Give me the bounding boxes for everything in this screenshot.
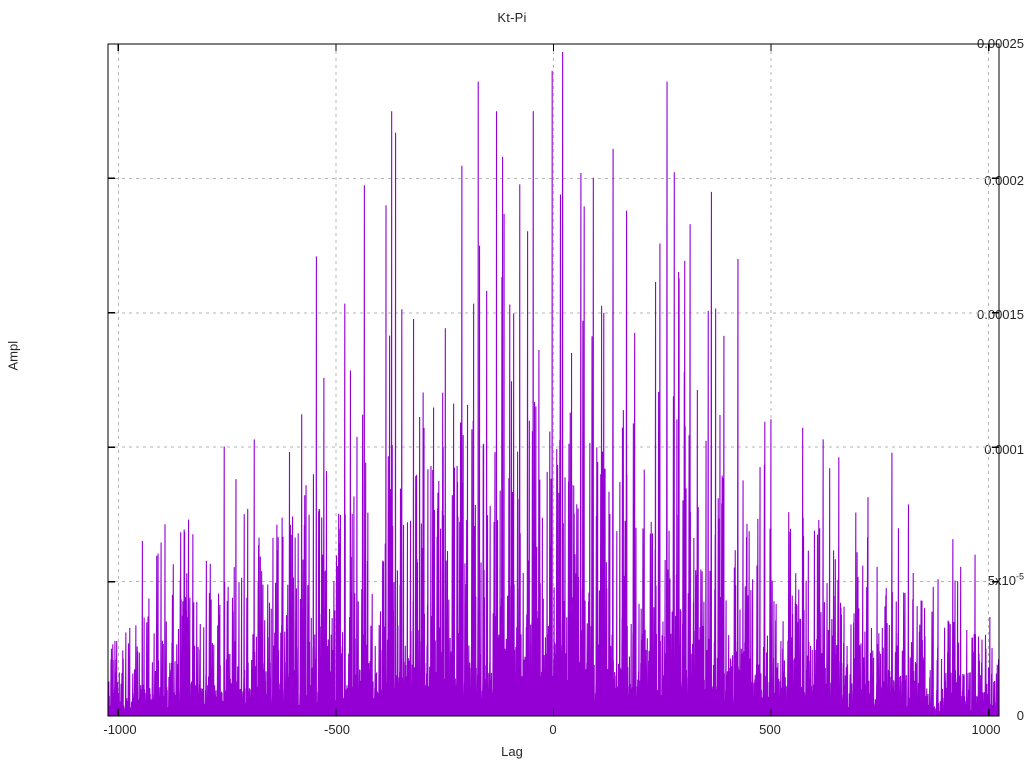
x-tick-label--1000: -1000 [103,722,137,737]
y-tick-label-0: 0 [1016,708,1024,723]
x-tick-label-0: 0 [549,722,557,737]
chart-title: Kt-Pi [497,10,527,25]
y-tick-label-5e-5: 5x10-5 [987,571,1024,588]
grid-layer [108,44,999,716]
axes-layer [107,43,1000,717]
y-tick-label-0.0001: 0.0001 [984,442,1024,457]
x-tick-label-500: 500 [759,722,781,737]
x-tick-label--500: -500 [323,722,351,737]
y-tick-label-0.0002: 0.0002 [984,173,1024,188]
x-tick-label-1000: 1000 [971,722,1001,737]
x-axis-label: Lag [501,744,523,759]
